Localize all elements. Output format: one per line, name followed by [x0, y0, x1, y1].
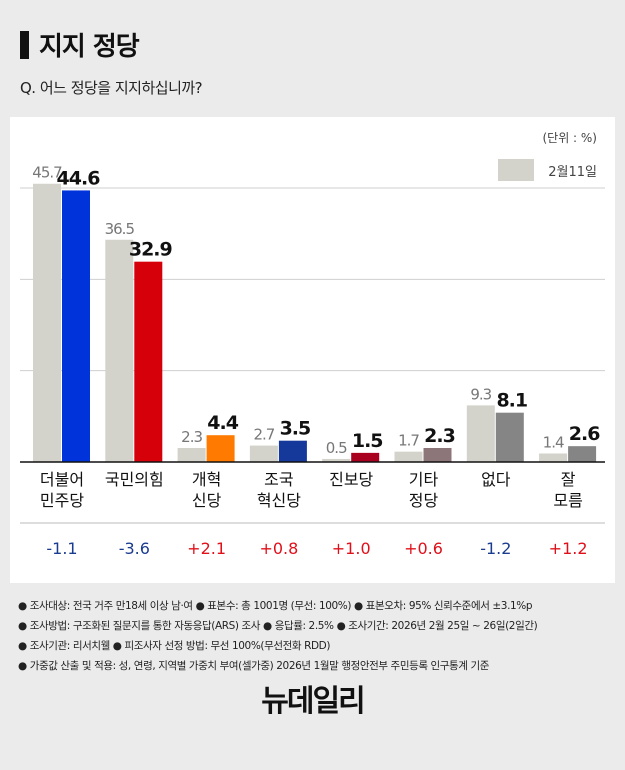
- change-label: +0.6: [404, 539, 443, 558]
- category-label: 국민의힘: [105, 470, 164, 489]
- bar-current: [62, 190, 90, 462]
- note-line: ● 조사대상: 전국 거주 만18세 이상 남·여 ● 표본수: 총 1001명…: [18, 600, 533, 612]
- bar-prev: [322, 458, 351, 462]
- data-label-prev: 0.5: [326, 439, 347, 457]
- category-label: 정당: [409, 491, 439, 510]
- category-label: 모름: [553, 491, 582, 510]
- category-label: 신당: [192, 491, 222, 510]
- survey-notes: ● 조사대상: 전국 거주 만18세 이상 남·여 ● 표본수: 총 1001명…: [18, 596, 538, 676]
- data-label-current: 44.6: [57, 167, 101, 189]
- bar-current: [568, 446, 597, 462]
- title-text: 지지 정당: [39, 32, 140, 62]
- note-line: ● 가중값 산출 및 적용: 성, 연령, 지역별 가중치 부여(셀가중) 20…: [18, 660, 490, 672]
- title-marker: [20, 30, 29, 59]
- category-label: 민주당: [40, 491, 84, 510]
- data-label-current: 1.5: [352, 430, 383, 452]
- bar-prev: [394, 451, 423, 462]
- bar-current: [206, 435, 235, 462]
- data-label-current: 8.1: [496, 390, 527, 412]
- data-label-prev: 1.4: [543, 433, 564, 451]
- data-label-current: 2.6: [569, 423, 600, 445]
- data-label-current: 2.3: [424, 425, 455, 447]
- bar-prev: [539, 453, 568, 462]
- data-label-prev: 9.3: [470, 385, 491, 403]
- bar-current: [134, 261, 163, 462]
- category-label: 더불어: [40, 470, 84, 489]
- data-label-prev: 45.7: [32, 164, 62, 182]
- bar-prev: [177, 447, 206, 462]
- data-label-current: 3.5: [280, 418, 311, 440]
- change-label: +0.8: [259, 539, 298, 558]
- category-label: 혁신당: [257, 491, 301, 510]
- bar-prev: [249, 445, 278, 462]
- change-label: +1.0: [332, 539, 371, 558]
- change-label: +2.1: [187, 539, 226, 558]
- bar-current: [278, 440, 307, 462]
- legend-swatch: [498, 159, 535, 181]
- legend: 2월11일: [498, 159, 597, 181]
- legend-label: 2월11일: [548, 164, 597, 180]
- change-label: -1.2: [480, 539, 511, 558]
- category-label: 잘: [561, 470, 576, 489]
- change-label: -1.1: [46, 539, 77, 558]
- change-label: +1.2: [549, 539, 588, 558]
- category-label: 없다: [481, 470, 511, 489]
- category-label: 기타: [409, 470, 439, 489]
- change-label: -3.6: [119, 539, 150, 558]
- bar-prev: [33, 183, 61, 462]
- note-line: ● 조사기관: 리서치웰 ● 피조사자 선정 방법: 무선 100%(무선전화 …: [18, 640, 331, 652]
- data-label-current: 4.4: [207, 412, 238, 434]
- category-label: 진보당: [329, 470, 373, 489]
- bar-prev: [466, 405, 495, 462]
- bar-current: [423, 447, 452, 462]
- category-label: 조국: [264, 470, 293, 489]
- bar-prev: [105, 239, 134, 462]
- data-label-prev: 36.5: [105, 220, 135, 238]
- category-label: 개혁: [192, 470, 221, 489]
- data-label-prev: 2.3: [181, 428, 202, 446]
- bar-current: [351, 452, 380, 462]
- page-title: 지지 정당: [20, 26, 140, 63]
- unit-label: (단위 : %): [542, 131, 597, 145]
- bar-current: [495, 412, 524, 462]
- data-label-current: 32.9: [129, 239, 172, 261]
- question: Q. 어느 정당을 지지하십니까?: [20, 79, 203, 97]
- data-label-prev: 1.7: [398, 432, 419, 450]
- note-line: ● 조사방법: 구조화된 질문지를 통한 자동응답(ARS) 조사 ● 응답률:…: [18, 620, 538, 632]
- data-label-prev: 2.7: [253, 426, 274, 444]
- logo: 뉴데일리: [261, 684, 365, 719]
